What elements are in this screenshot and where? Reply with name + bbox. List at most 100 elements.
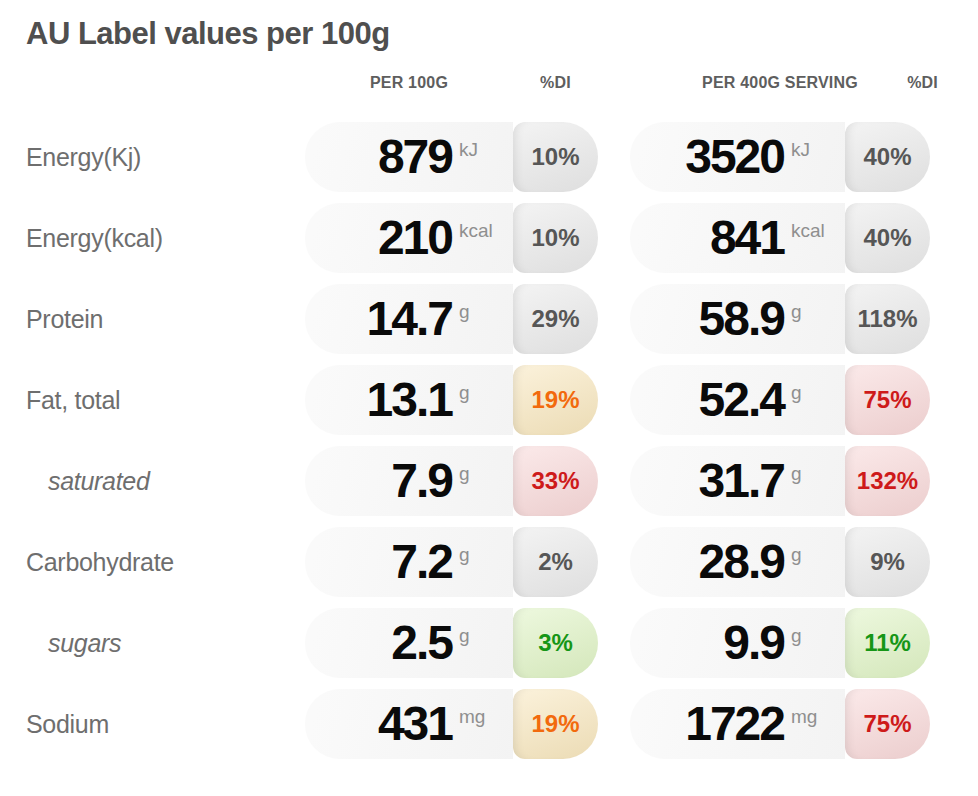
per-100g-unit: mg bbox=[459, 706, 503, 728]
per-100g-pill: 431 mg 19% bbox=[305, 689, 598, 759]
header-di-per-serving: %DI bbox=[907, 74, 938, 92]
per-serving-pill: 1722 mg 75% bbox=[630, 689, 930, 759]
per-serving-di-value: 75% bbox=[863, 386, 911, 414]
per-serving-unit: g bbox=[791, 463, 835, 485]
per-100g-di-value: 3% bbox=[538, 629, 573, 657]
per-serving-pill: 28.9 g 9% bbox=[630, 527, 930, 597]
per-serving-value-section: 58.9 g bbox=[630, 284, 845, 354]
per-100g-unit: kJ bbox=[459, 139, 503, 161]
per-serving-di-value: 40% bbox=[863, 143, 911, 171]
per-serving-di-value: 40% bbox=[863, 224, 911, 252]
nutrient-row: Energy(kcal) 210 kcal 10% 841 kcal 40% bbox=[26, 203, 978, 273]
per-100g-unit: g bbox=[459, 463, 503, 485]
per-100g-di-value: 2% bbox=[538, 548, 573, 576]
per-100g-pill: 7.2 g 2% bbox=[305, 527, 598, 597]
per-100g-value-section: 13.1 g bbox=[305, 365, 513, 435]
per-100g-pill: 879 kJ 10% bbox=[305, 122, 598, 192]
per-serving-di-value: 118% bbox=[857, 305, 917, 333]
per-serving-value-section: 52.4 g bbox=[630, 365, 845, 435]
per-serving-unit: mg bbox=[791, 706, 835, 728]
per-serving-value-section: 841 kcal bbox=[630, 203, 845, 273]
nutrition-panel: AU Label values per 100g PER 100G %DI PE… bbox=[0, 0, 978, 759]
per-100g-di-value: 33% bbox=[531, 467, 579, 495]
nutrient-label: saturated bbox=[26, 467, 305, 496]
per-serving-value: 28.9 bbox=[699, 527, 784, 597]
per-serving-di-value: 11% bbox=[864, 629, 911, 657]
per-100g-di-badge: 29% bbox=[513, 284, 598, 354]
nutrition-table: Energy(Kj) 879 kJ 10% 3520 kJ 40% bbox=[26, 122, 978, 759]
nutrient-row: Energy(Kj) 879 kJ 10% 3520 kJ 40% bbox=[26, 122, 978, 192]
per-serving-di-value: 132% bbox=[857, 467, 918, 495]
per-100g-value: 13.1 bbox=[367, 365, 452, 435]
per-100g-di-badge: 33% bbox=[513, 446, 598, 516]
nutrient-label: Energy(Kj) bbox=[26, 143, 305, 172]
per-serving-di-value: 75% bbox=[863, 710, 911, 738]
per-100g-value-section: 7.9 g bbox=[305, 446, 513, 516]
per-serving-unit: kcal bbox=[791, 220, 835, 242]
per-100g-pill: 210 kcal 10% bbox=[305, 203, 598, 273]
per-100g-di-value: 10% bbox=[531, 143, 579, 171]
per-100g-di-badge: 19% bbox=[513, 365, 598, 435]
per-100g-unit: g bbox=[459, 301, 503, 323]
per-serving-value-section: 1722 mg bbox=[630, 689, 845, 759]
header-per-100g: PER 100G bbox=[305, 74, 513, 92]
per-serving-di-badge: 40% bbox=[845, 122, 930, 192]
per-100g-value: 7.9 bbox=[391, 446, 452, 516]
per-100g-value: 210 bbox=[378, 203, 452, 273]
per-serving-pill: 841 kcal 40% bbox=[630, 203, 930, 273]
per-serving-di-badge: 75% bbox=[845, 689, 930, 759]
nutrient-row: Sodium 431 mg 19% 1722 mg 75% bbox=[26, 689, 978, 759]
per-serving-value: 841 bbox=[710, 203, 784, 273]
per-100g-unit: kcal bbox=[459, 220, 503, 242]
per-100g-value: 879 bbox=[378, 122, 452, 192]
column-headers: PER 100G %DI PER 400G SERVING %DI bbox=[26, 72, 978, 92]
per-serving-unit: g bbox=[791, 544, 835, 566]
per-serving-di-badge: 132% bbox=[845, 446, 930, 516]
per-serving-pill: 58.9 g 118% bbox=[630, 284, 930, 354]
per-serving-unit: kJ bbox=[791, 139, 835, 161]
per-serving-value-section: 3520 kJ bbox=[630, 122, 845, 192]
nutrient-row: Protein 14.7 g 29% 58.9 g 118% bbox=[26, 284, 978, 354]
nutrient-row: sugars 2.5 g 3% 9.9 g 11% bbox=[26, 608, 978, 678]
per-serving-pill: 52.4 g 75% bbox=[630, 365, 930, 435]
per-serving-pill: 3520 kJ 40% bbox=[630, 122, 930, 192]
per-serving-unit: g bbox=[791, 625, 835, 647]
per-100g-di-badge: 19% bbox=[513, 689, 598, 759]
per-serving-value-section: 9.9 g bbox=[630, 608, 845, 678]
per-serving-value: 9.9 bbox=[723, 608, 784, 678]
per-100g-di-badge: 10% bbox=[513, 122, 598, 192]
per-100g-unit: g bbox=[459, 544, 503, 566]
per-100g-di-value: 10% bbox=[531, 224, 579, 252]
per-100g-value: 7.2 bbox=[391, 527, 452, 597]
per-serving-di-badge: 75% bbox=[845, 365, 930, 435]
per-100g-value: 2.5 bbox=[391, 608, 452, 678]
per-serving-di-badge: 40% bbox=[845, 203, 930, 273]
nutrient-row: Carbohydrate 7.2 g 2% 28.9 g 9% bbox=[26, 527, 978, 597]
per-serving-di-badge: 9% bbox=[845, 527, 930, 597]
per-100g-value: 431 bbox=[378, 689, 452, 759]
per-100g-di-value: 19% bbox=[531, 710, 579, 738]
per-100g-value: 14.7 bbox=[367, 284, 452, 354]
per-100g-di-badge: 2% bbox=[513, 527, 598, 597]
per-100g-pill: 14.7 g 29% bbox=[305, 284, 598, 354]
per-100g-di-badge: 3% bbox=[513, 608, 598, 678]
per-serving-value: 3520 bbox=[685, 122, 784, 192]
nutrient-label: Sodium bbox=[26, 710, 305, 739]
per-100g-value-section: 210 kcal bbox=[305, 203, 513, 273]
nutrient-label: sugars bbox=[26, 629, 305, 658]
per-serving-value: 58.9 bbox=[699, 284, 784, 354]
per-100g-value-section: 431 mg bbox=[305, 689, 513, 759]
per-100g-pill: 7.9 g 33% bbox=[305, 446, 598, 516]
nutrient-label: Fat, total bbox=[26, 386, 305, 415]
per-serving-value: 1722 bbox=[685, 689, 784, 759]
per-100g-value-section: 2.5 g bbox=[305, 608, 513, 678]
per-100g-unit: g bbox=[459, 625, 503, 647]
per-100g-unit: g bbox=[459, 382, 503, 404]
per-serving-value: 31.7 bbox=[699, 446, 784, 516]
per-serving-di-badge: 118% bbox=[845, 284, 930, 354]
nutrient-label: Protein bbox=[26, 305, 305, 334]
per-serving-value-section: 31.7 g bbox=[630, 446, 845, 516]
per-serving-unit: g bbox=[791, 301, 835, 323]
per-serving-value: 52.4 bbox=[699, 365, 784, 435]
per-100g-value-section: 14.7 g bbox=[305, 284, 513, 354]
